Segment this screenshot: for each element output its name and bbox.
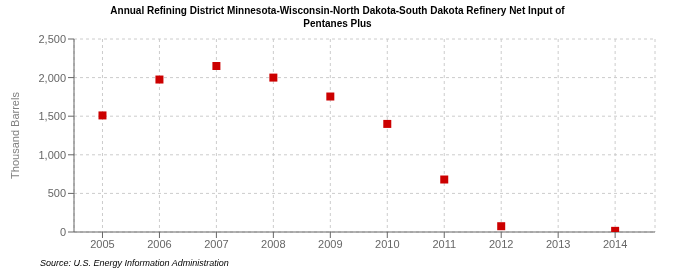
svg-text:1,500: 1,500 — [38, 110, 66, 122]
html-text:Annual Refining District Minne: Annual Refining District Minnesota-Wisco… — [110, 5, 565, 16]
html-text:Source: U.S. Energy Informatio: Source: U.S. Energy Information Administ… — [40, 258, 229, 268]
svg-text:Thousand Barrels: Thousand Barrels — [9, 92, 21, 179]
svg-text:0: 0 — [60, 226, 66, 238]
svg-text:500: 500 — [48, 187, 66, 199]
svg-text:2008: 2008 — [261, 238, 285, 250]
svg-text:2,500: 2,500 — [38, 34, 66, 45]
svg-text:2006: 2006 — [147, 238, 171, 250]
svg-text:2,000: 2,000 — [38, 72, 66, 84]
svg-text:2010: 2010 — [375, 238, 399, 250]
svg-text:2014: 2014 — [603, 238, 627, 250]
svg-text:2012: 2012 — [489, 238, 513, 250]
svg-text:2013: 2013 — [546, 238, 570, 250]
html-text:Pentanes Plus: Pentanes Plus — [303, 18, 372, 29]
svg-text:1,000: 1,000 — [38, 149, 66, 161]
svg-text:2005: 2005 — [90, 238, 114, 250]
svg-text:2011: 2011 — [432, 238, 456, 250]
svg-text:2009: 2009 — [318, 238, 342, 250]
svg-text:2007: 2007 — [204, 238, 228, 250]
